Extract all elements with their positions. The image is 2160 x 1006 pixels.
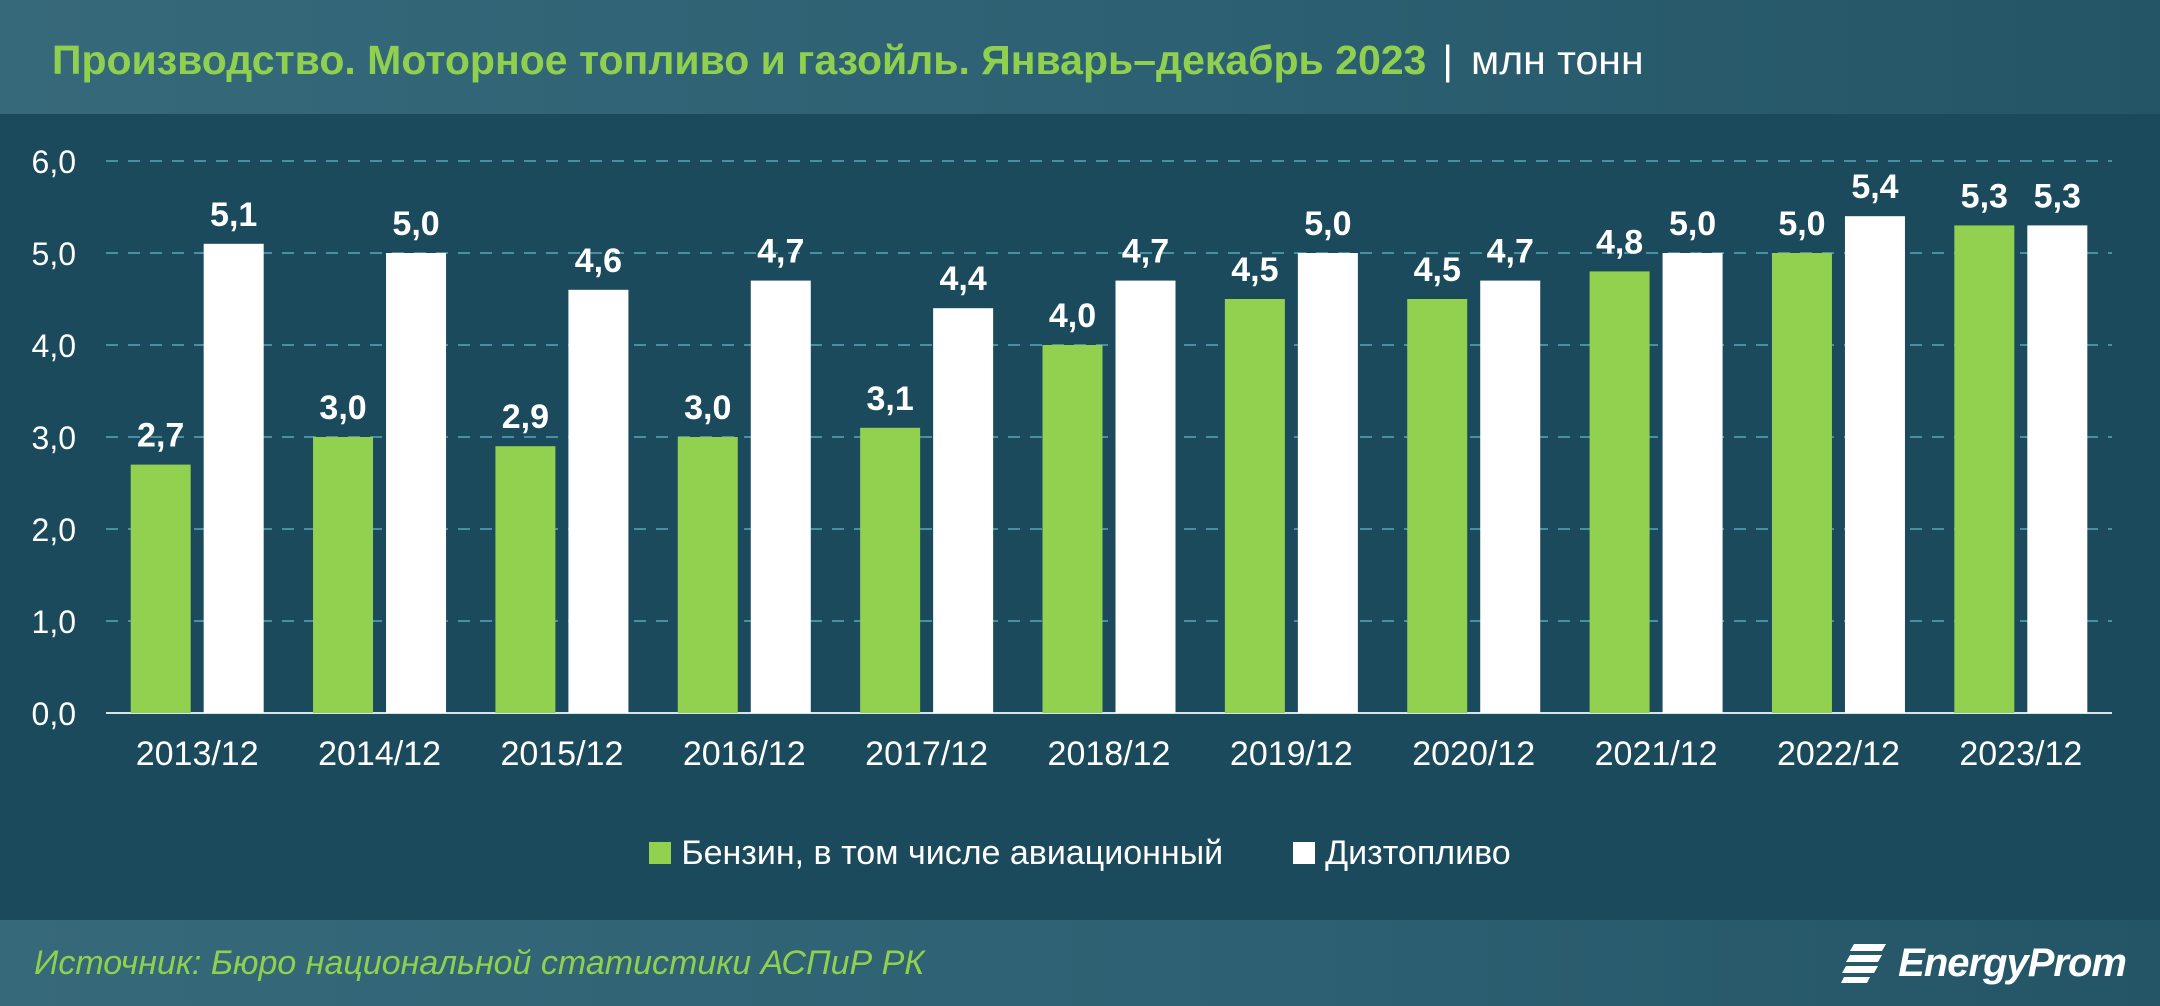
x-tick-label: 2019/12	[1230, 735, 1353, 773]
bar-diesel	[2027, 225, 2088, 713]
legend-label-diesel: Дизтопливо	[1325, 833, 1511, 872]
y-tick-label: 4,0	[32, 328, 76, 364]
y-tick-label: 0,0	[32, 696, 76, 732]
data-label: 5,3	[1961, 177, 2008, 215]
x-tick-label: 2020/12	[1412, 735, 1535, 773]
bar-gasoline	[1589, 271, 1650, 713]
bar-gasoline	[313, 437, 374, 713]
bar-gasoline	[1407, 299, 1468, 713]
bar-diesel	[750, 280, 811, 713]
source-note: Источник: Бюро национальной статистики А…	[34, 943, 925, 982]
data-label: 4,7	[1487, 233, 1534, 271]
title-banner: Производство. Моторное топливо и газойль…	[0, 0, 2160, 114]
bar-diesel	[1297, 253, 1358, 713]
bar-diesel	[1115, 280, 1176, 713]
chart-legend: Бензин, в том числе авиационный Дизтопли…	[0, 828, 2160, 878]
bar-gasoline	[495, 446, 556, 713]
y-tick-label: 6,0	[32, 144, 76, 180]
bar-diesel	[203, 243, 264, 714]
bar-gasoline	[1771, 253, 1832, 713]
source-banner: Источник: Бюро национальной статистики А…	[0, 920, 2160, 1006]
data-label: 5,0	[1778, 205, 1825, 243]
data-label: 5,1	[210, 196, 257, 234]
data-label: 4,5	[1414, 251, 1461, 289]
data-label: 5,0	[1669, 205, 1716, 243]
bar-gasoline	[860, 427, 921, 713]
y-tick-label: 1,0	[32, 604, 76, 640]
title-separator: |	[1442, 36, 1454, 83]
bar-gasoline	[677, 437, 738, 713]
bar-diesel	[1662, 253, 1723, 713]
title-row: Производство. Моторное топливо и газойль…	[52, 30, 1644, 90]
x-tick-label: 2016/12	[683, 735, 806, 773]
x-tick-label: 2021/12	[1595, 735, 1718, 773]
data-label: 5,4	[1851, 168, 1898, 206]
legend-item-diesel: Дизтопливо	[1293, 834, 1511, 873]
data-label: 5,3	[2034, 177, 2081, 215]
legend-swatch-diesel	[1293, 842, 1316, 864]
energyprom-logo: EnergyProm	[1840, 934, 2127, 992]
data-label: 4,5	[1231, 251, 1278, 289]
y-tick-label: 3,0	[32, 420, 76, 456]
data-label: 4,8	[1596, 223, 1643, 261]
bar-gasoline	[1954, 225, 2015, 713]
data-label: 2,9	[502, 398, 549, 436]
bar-gasoline	[1224, 299, 1285, 713]
data-label: 3,0	[684, 389, 731, 427]
x-tick-label: 2013/12	[136, 735, 259, 773]
x-tick-label: 2023/12	[1959, 735, 2082, 773]
legend-label-gasoline: Бензин, в том числе авиационный	[681, 833, 1224, 872]
data-label: 4,7	[1122, 233, 1169, 271]
data-label: 2,7	[137, 417, 184, 455]
data-label: 4,6	[575, 242, 622, 280]
data-label: 3,0	[319, 389, 366, 427]
data-label: 4,4	[940, 260, 987, 298]
bar-diesel	[568, 289, 629, 713]
x-tick-label: 2014/12	[318, 735, 441, 773]
x-tick-label: 2022/12	[1777, 735, 1900, 773]
bar-diesel	[933, 308, 994, 713]
y-tick-label: 5,0	[32, 236, 76, 272]
logo-text: EnergyProm	[1898, 940, 2127, 985]
bar-diesel	[386, 253, 447, 713]
bar-gasoline	[130, 464, 191, 713]
bar-diesel	[1480, 280, 1541, 713]
data-label: 5,0	[392, 205, 439, 243]
legend-item-gasoline: Бензин, в том числе авиационный	[649, 834, 1223, 873]
bar-gasoline	[1042, 345, 1103, 713]
bar-diesel	[1844, 216, 1905, 713]
chart-title: Производство. Моторное топливо и газойль…	[52, 36, 1427, 83]
x-tick-label: 2015/12	[500, 735, 623, 773]
unit-label: млн тонн	[1471, 36, 1644, 83]
x-tick-label: 2017/12	[865, 735, 988, 773]
data-label: 4,0	[1049, 297, 1096, 335]
legend-swatch-gasoline	[649, 842, 672, 864]
x-tick-label: 2018/12	[1048, 735, 1171, 773]
data-label: 4,7	[757, 233, 804, 271]
data-label: 3,1	[867, 380, 914, 418]
y-tick-label: 2,0	[32, 512, 76, 548]
bar-chart: 0,0 1,0 2,0 3,0 4,0 5,0 6,0 2,7 5,1 2013/12 3,0 5,0…	[32, 144, 2112, 773]
data-label: 5,0	[1304, 205, 1351, 243]
energyprom-logo-icon	[1841, 944, 1887, 983]
